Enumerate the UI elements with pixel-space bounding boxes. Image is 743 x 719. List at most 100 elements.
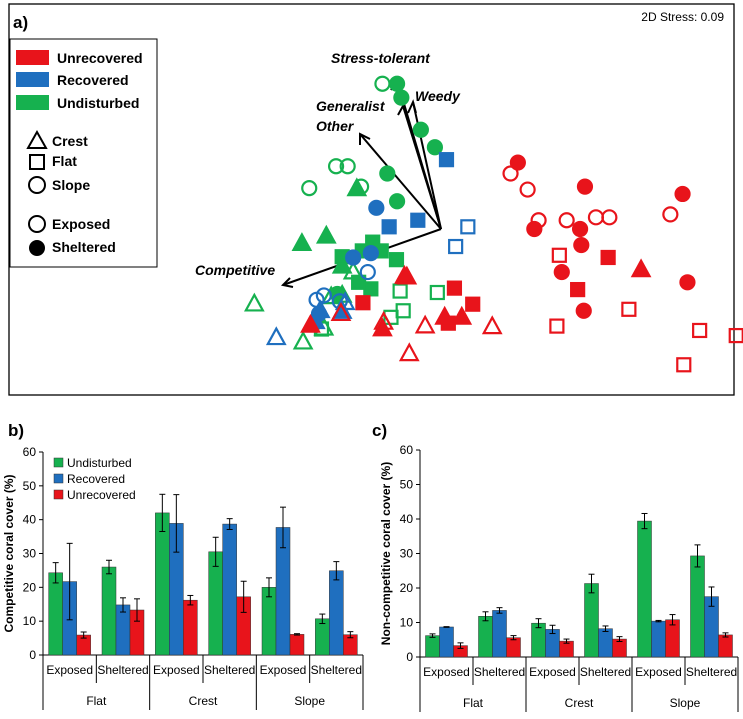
- panel-c-y-axis-label: Non-competitive coral cover (%): [379, 462, 393, 645]
- ordination-point-unrecovered-flat-sheltered: [355, 295, 371, 311]
- panel-c-bar-recovered: [598, 628, 613, 658]
- ordination-point-unrecovered-crest-sheltered: [630, 258, 652, 278]
- legend-flat-square-icon: [29, 154, 45, 170]
- panel-c-category-label: Sheltered: [686, 665, 737, 679]
- arrowhead-competitive: [280, 277, 294, 288]
- ordination-point-unrecovered-crest-exposed: [330, 302, 352, 322]
- ordination-point-unrecovered-slope-exposed: [662, 206, 679, 223]
- panel-b-y-tick-label: 40: [23, 513, 37, 527]
- panel-c-group-label: Slope: [670, 696, 701, 710]
- vector-label-stress-tolerant: Stress-tolerant: [331, 50, 431, 66]
- panel-c-bar-undisturbed: [531, 622, 546, 658]
- ordination-point-recovered-flat-sheltered: [381, 219, 397, 235]
- ordination-point-unrecovered-flat-sheltered: [570, 281, 586, 298]
- ordination-point-undisturbed-flat-exposed: [383, 309, 399, 325]
- ordination-point-unrecovered-slope-exposed: [502, 165, 519, 182]
- arrowhead-other: [359, 132, 371, 145]
- legend-label-crest: Crest: [52, 133, 88, 149]
- ordination-point-undisturbed-flat-sheltered: [363, 281, 379, 297]
- legend-b-swatch-unrecovered: [53, 489, 64, 500]
- panel-c-bar-recovered: [492, 610, 507, 658]
- legend-label-slope: Slope: [52, 177, 90, 193]
- panel-b-category-label: Exposed: [260, 663, 307, 677]
- legend-b-swatch-recovered: [53, 473, 64, 484]
- ordination-point-unrecovered-slope-sheltered: [674, 185, 691, 203]
- ordination-point-unrecovered-flat-exposed: [692, 322, 708, 339]
- ordination-point-unrecovered-crest-exposed: [481, 315, 503, 335]
- panel-b-bar-undisturbed: [208, 551, 223, 656]
- ordination-point-unrecovered-flat-exposed: [551, 247, 567, 263]
- panel-c-category-label: Sheltered: [580, 665, 631, 679]
- ordination-point-recovered-flat-sheltered: [410, 212, 426, 228]
- ordination-point-unrecovered-crest-sheltered: [372, 317, 393, 337]
- panel-b-category-label: Sheltered: [97, 663, 148, 677]
- panel-c-category-label: Sheltered: [474, 665, 525, 679]
- ordination-point-unrecovered-flat-sheltered: [465, 296, 481, 312]
- ordination-point-unrecovered-crest-sheltered: [300, 313, 321, 333]
- legend-label-sheltered: Sheltered: [52, 239, 116, 255]
- ordination-point-unrecovered-slope-sheltered: [575, 302, 592, 319]
- ordination-point-undisturbed-slope-sheltered: [393, 89, 410, 106]
- panel-c-y-tick-label: 10: [400, 616, 414, 630]
- ordination-point-unrecovered-crest-exposed: [373, 310, 395, 330]
- panel-c-y-tick-label: 0: [406, 650, 413, 664]
- panel-b-bar-undisturbed: [101, 566, 117, 656]
- ordination-point-undisturbed-crest-sheltered: [331, 254, 353, 274]
- legend-label-flat: Flat: [52, 153, 77, 169]
- panel-b-bar-unrecovered: [289, 634, 305, 656]
- panel-b-bar-undisturbed: [48, 572, 63, 656]
- panel-c-bar-unrecovered: [718, 634, 733, 658]
- legend-label-unrecovered: Unrecovered: [57, 50, 143, 66]
- ordination-point-unrecovered-slope-exposed: [558, 212, 575, 229]
- panel-c-bar-undisturbed: [637, 520, 652, 658]
- panel-b-bar-recovered: [329, 570, 344, 656]
- vector-label-other: Other: [316, 118, 355, 134]
- legend-b-label-recovered: Recovered: [67, 472, 125, 486]
- panel-b-y-tick-label: 60: [23, 445, 37, 459]
- legend-label-undisturbed: Undisturbed: [57, 95, 139, 111]
- ordination-point-unrecovered-flat-exposed: [549, 318, 565, 334]
- legend-swatch-undisturbed: [16, 95, 49, 110]
- legend-b-swatch-undisturbed: [53, 457, 64, 468]
- panel-b-bar-unrecovered: [183, 599, 198, 656]
- ordination-point-undisturbed-crest-exposed: [292, 330, 314, 350]
- panel-c-y-tick-label: 20: [400, 581, 414, 595]
- ordination-point-undisturbed-slope-sheltered: [388, 193, 406, 210]
- ordination-point-unrecovered-slope-sheltered: [526, 220, 543, 238]
- panel-b: 0 10 20 30 40 50 60 Competitive coral cover (%)…: [2, 445, 364, 710]
- ordination-point-undisturbed-slope-sheltered: [412, 121, 429, 138]
- ordination-point-unrecovered-flat-exposed: [676, 357, 692, 373]
- panel-c-bar-undisturbed: [584, 583, 599, 658]
- ordination-point-recovered-slope-exposed: [359, 263, 376, 281]
- ordination-point-unrecovered-flat-exposed: [621, 301, 637, 317]
- panel-c-group-label: Flat: [463, 696, 484, 710]
- vector-label-weedy: Weedy: [415, 88, 461, 104]
- panel-b-bar-undisturbed: [261, 587, 277, 656]
- scatter-points: [243, 75, 743, 373]
- panel-c-bar-recovered: [439, 626, 454, 658]
- ordination-point-undisturbed-slope-exposed: [327, 158, 345, 175]
- panel-b-category-label: Sheltered: [311, 663, 362, 677]
- legend-label-recovered: Recovered: [57, 72, 129, 88]
- ordination-point-unrecovered-slope-sheltered: [553, 263, 570, 281]
- ordination-point-undisturbed-slope-sheltered: [426, 139, 443, 156]
- panel-c-bar-undisturbed: [425, 635, 440, 658]
- legend-exposed-circle-icon: [28, 215, 46, 233]
- ordination-point-undisturbed-flat-sheltered: [388, 252, 405, 268]
- legend-slope-circle-icon: [28, 176, 46, 194]
- legend-b-label-unrecovered: Unrecovered: [67, 488, 136, 502]
- ordination-point-undisturbed-flat-exposed: [429, 284, 445, 301]
- ordination-point-unrecovered-flat-sheltered: [600, 249, 616, 266]
- ordination-point-undisturbed-slope-exposed: [301, 180, 318, 197]
- panel-b-y-tick-label: 10: [23, 614, 37, 628]
- ordination-point-unrecovered-slope-exposed: [601, 209, 618, 226]
- panel-b-group-label: Flat: [86, 694, 107, 708]
- legend-b-label-undisturbed: Undisturbed: [67, 456, 132, 470]
- panel-b-group-label: Slope: [294, 694, 325, 708]
- ordination-point-unrecovered-crest-exposed: [396, 265, 418, 285]
- panel-c-bar-recovered: [651, 620, 666, 658]
- ordination-point-undisturbed-crest-sheltered: [291, 232, 313, 251]
- panel-b-y-tick-label: 50: [23, 479, 37, 493]
- ordination-point-recovered-flat-exposed: [460, 219, 476, 235]
